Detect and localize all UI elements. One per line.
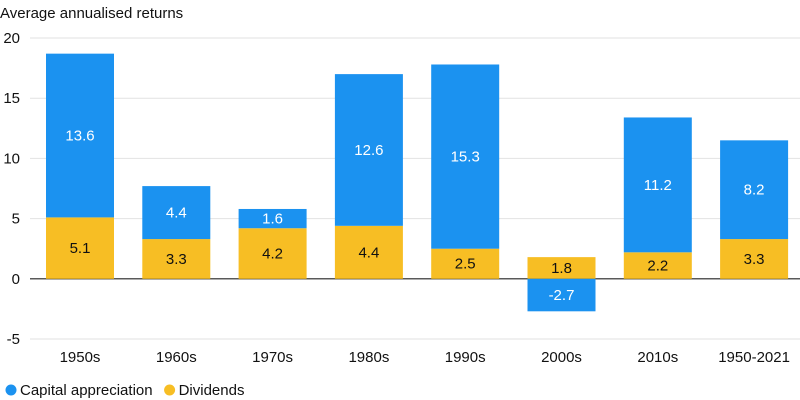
x-tick-label: 2010s (637, 349, 678, 366)
x-tick-label: 1990s (445, 349, 486, 366)
bar-capital-appreciation (238, 208, 307, 229)
bar-dividends (431, 248, 500, 279)
y-tick-label: -5 (7, 331, 20, 348)
bar-dividends (720, 239, 789, 279)
axis-layer: -5 0 5 10 15 20 1950s 1960s 1970s 1980s 1990s 2000s… (3, 30, 790, 366)
legend-swatch (164, 384, 176, 396)
bars-layer (46, 53, 789, 312)
data-label-dividends: 2.2 (647, 258, 668, 275)
bar-dividends (623, 252, 692, 279)
data-label-dividends: 3.3 (744, 251, 765, 268)
legend-swatch (5, 384, 17, 396)
bar-capital-appreciation (623, 117, 692, 253)
x-tick-label: 1960s (156, 349, 197, 366)
data-label-dividends: 2.5 (455, 256, 476, 273)
bar-dividends (142, 239, 211, 279)
y-tick-label: 20 (3, 30, 20, 47)
y-tick-label: 10 (3, 150, 20, 167)
x-tick-label: 1980s (348, 349, 389, 366)
data-label-dividends: 5.1 (70, 240, 91, 257)
legend-label: Dividends (179, 382, 245, 399)
data-label-capital-appreciation: 1.6 (262, 211, 283, 228)
data-label-capital-appreciation: 12.6 (354, 142, 383, 159)
data-label-capital-appreciation: 15.3 (451, 149, 480, 166)
y-tick-label: 15 (3, 90, 20, 107)
bar-dividends (334, 225, 403, 279)
data-label-capital-appreciation: -2.7 (549, 287, 575, 304)
data-label-capital-appreciation: 8.2 (744, 182, 765, 199)
data-label-dividends: 4.4 (358, 244, 379, 261)
x-tick-label: 1970s (252, 349, 293, 366)
bar-dividends (527, 257, 596, 279)
x-tick-label: 2000s (541, 349, 582, 366)
bar-dividends (238, 228, 307, 279)
bar-capital-appreciation (334, 74, 403, 226)
x-tick-label: 1950s (60, 349, 101, 366)
bar-capital-appreciation (527, 278, 596, 312)
y-tick-label: 5 (12, 211, 20, 228)
data-label-capital-appreciation: 11.2 (644, 177, 672, 194)
legend-label: Capital appreciation (20, 382, 153, 399)
data-label-capital-appreciation: 13.6 (65, 127, 94, 144)
data-label-dividends: 1.8 (551, 260, 572, 277)
bar-capital-appreciation (431, 64, 500, 249)
labels-layer: 5.1 13.6 3.3 4.4 4.2 1.6 4.4 12.6 2.5 15.3 1.8 -2.7… (65, 127, 764, 304)
bar-capital-appreciation (46, 53, 114, 218)
bar-dividends (46, 217, 114, 279)
chart-title: Average annualised returns (0, 5, 183, 22)
y-tick-label: 0 (12, 271, 20, 288)
data-label-dividends: 3.3 (166, 251, 187, 268)
bar-capital-appreciation (720, 140, 789, 240)
data-label-capital-appreciation: 4.4 (166, 205, 187, 222)
bar-capital-appreciation (142, 186, 211, 240)
x-tick-label: 1950-2021 (718, 349, 790, 366)
legend: Capital appreciation Dividends (5, 382, 245, 399)
data-label-dividends: 4.2 (262, 245, 283, 262)
